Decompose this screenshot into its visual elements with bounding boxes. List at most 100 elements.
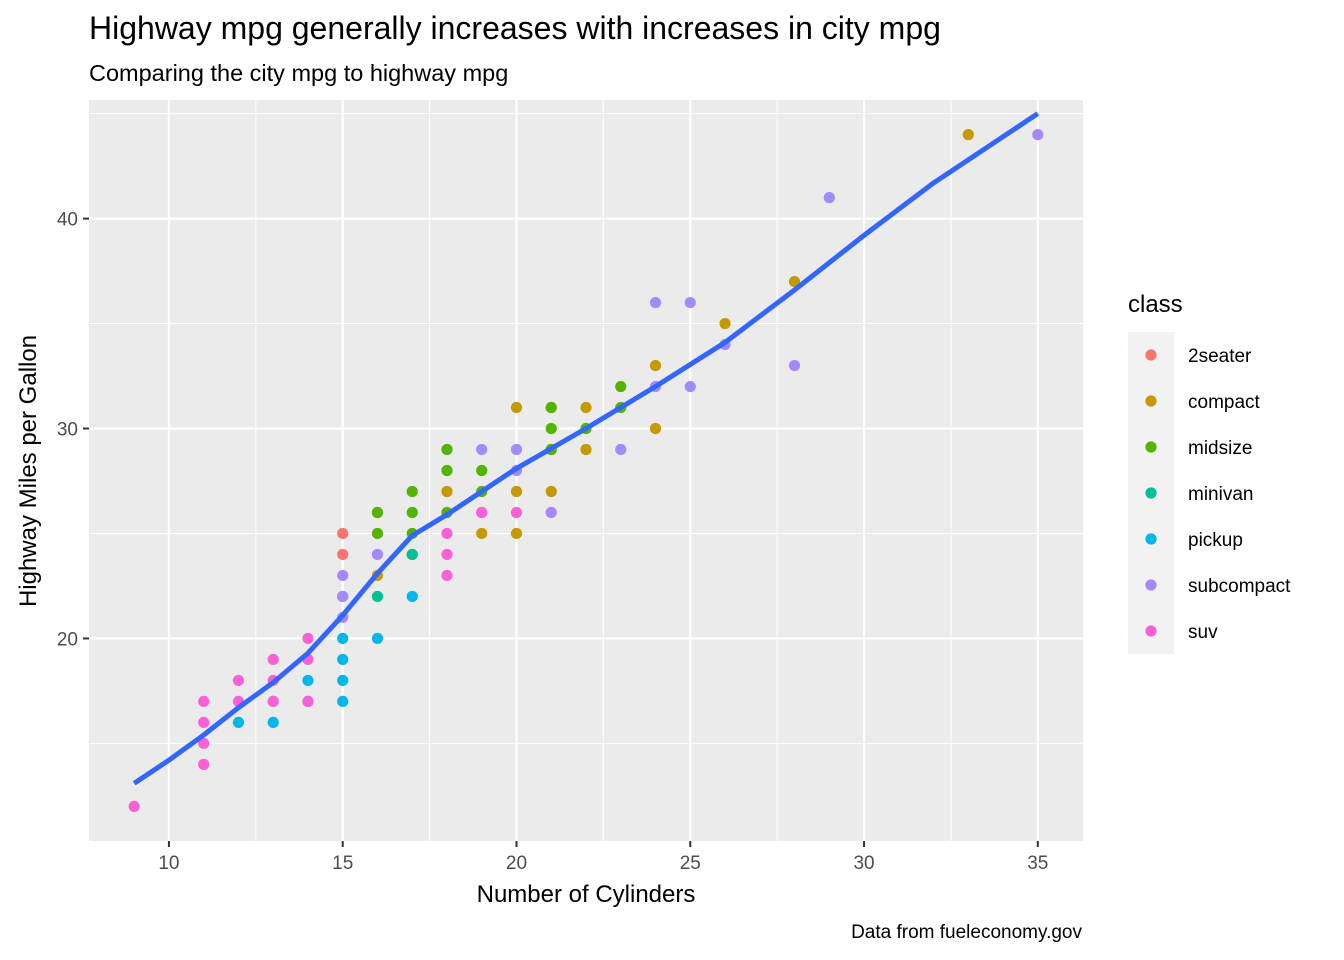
- data-point-2seater: [337, 548, 349, 561]
- legend-label-minivan: minivan: [1188, 484, 1253, 505]
- data-point-compact: [510, 401, 523, 414]
- data-point-compact: [788, 275, 801, 288]
- x-tick-label: 30: [853, 853, 874, 874]
- data-point-pickup: [337, 674, 349, 687]
- data-point-pickup: [267, 716, 279, 728]
- data-point-subcompact: [823, 192, 835, 204]
- data-point-pickup: [337, 632, 349, 645]
- data-point-compact: [580, 443, 592, 456]
- data-point-subcompact: [684, 296, 696, 309]
- data-point-compact: [510, 527, 523, 540]
- data-point-suv: [510, 506, 523, 519]
- data-point-suv: [128, 800, 140, 812]
- data-point-suv: [232, 674, 245, 687]
- y-tick-label: 30: [57, 420, 78, 441]
- legend-key-minivan: [1145, 487, 1157, 499]
- data-point-midsize: [371, 527, 384, 540]
- x-tick-label: 25: [680, 853, 701, 874]
- legend-key-suv: [1145, 625, 1157, 637]
- legend-label-2seater: 2seater: [1188, 346, 1252, 367]
- data-point-subcompact: [1032, 129, 1044, 141]
- data-point-subcompact: [476, 443, 488, 456]
- data-point-midsize: [441, 443, 453, 456]
- data-point-suv: [198, 716, 210, 728]
- data-point-subcompact: [684, 380, 696, 393]
- data-point-midsize: [545, 401, 557, 414]
- data-point-suv: [267, 653, 279, 666]
- data-point-compact: [649, 359, 662, 372]
- data-point-suv: [198, 737, 210, 749]
- legend-label-subcompact: subcompact: [1188, 576, 1291, 597]
- data-point-compact: [719, 317, 731, 330]
- data-point-minivan: [371, 590, 384, 603]
- legend-label-compact: compact: [1188, 392, 1261, 413]
- x-tick-label: 35: [1027, 853, 1048, 874]
- legend-label-suv: suv: [1188, 622, 1218, 643]
- legend-key-pickup: [1145, 533, 1157, 545]
- data-point-2seater: [337, 527, 349, 540]
- data-point-compact: [545, 485, 557, 498]
- chart-title: Highway mpg generally increases with inc…: [89, 10, 941, 46]
- data-point-suv: [198, 695, 210, 708]
- data-point-suv: [441, 548, 453, 561]
- data-point-compact: [510, 485, 523, 498]
- data-point-midsize: [476, 464, 488, 477]
- y-axis-title: Highway Miles per Gallon: [15, 335, 42, 607]
- data-point-midsize: [406, 485, 418, 498]
- axes: 10 15 20 25 30 35 20 30 40: [57, 210, 1049, 874]
- data-point-suv: [302, 632, 314, 645]
- data-point-subcompact: [788, 359, 801, 372]
- plot-panel: [89, 100, 1083, 841]
- legend-title: class: [1128, 291, 1183, 318]
- y-tick-label: 20: [57, 629, 78, 650]
- data-point-pickup: [232, 716, 245, 728]
- chart-caption: Data from fueleconomy.gov: [851, 922, 1082, 943]
- data-point-suv: [198, 758, 210, 770]
- data-point-suv: [441, 527, 453, 540]
- data-point-compact: [476, 527, 488, 540]
- data-point-subcompact: [649, 296, 662, 309]
- x-axis-title: Number of Cylinders: [477, 881, 696, 908]
- data-point-pickup: [337, 695, 349, 708]
- x-tick-label: 10: [158, 853, 179, 874]
- data-point-midsize: [545, 422, 557, 435]
- data-point-pickup: [371, 632, 384, 645]
- data-point-midsize: [371, 506, 384, 519]
- data-point-subcompact: [337, 590, 349, 603]
- legend-label-pickup: pickup: [1188, 530, 1243, 551]
- data-point-suv: [302, 695, 314, 708]
- legend-key-compact: [1145, 395, 1157, 407]
- data-point-subcompact: [371, 548, 384, 561]
- x-tick-label: 20: [506, 853, 527, 874]
- data-point-pickup: [337, 653, 349, 666]
- legend-label-midsize: midsize: [1188, 438, 1252, 459]
- data-point-compact: [580, 401, 592, 414]
- y-tick-label: 40: [57, 210, 78, 231]
- data-point-pickup: [302, 674, 314, 687]
- data-point-suv: [441, 569, 453, 582]
- data-point-subcompact: [545, 506, 557, 519]
- data-point-subcompact: [337, 569, 349, 582]
- smooth-trend-line: [132, 111, 1040, 786]
- data-point-pickup: [406, 590, 418, 603]
- data-point-suv: [476, 506, 488, 519]
- grid-lines: [89, 100, 1083, 841]
- legend: class 2seater compact midsize minivan pickup…: [1128, 291, 1291, 654]
- chart-subtitle: Comparing the city mpg to highway mpg: [89, 60, 509, 86]
- data-point-midsize: [441, 464, 453, 477]
- x-tick-label: 15: [332, 853, 353, 874]
- data-point-compact: [962, 129, 974, 141]
- data-point-minivan: [406, 548, 418, 561]
- data-point-compact: [649, 422, 662, 435]
- data-point-compact: [441, 485, 453, 498]
- legend-key-midsize: [1145, 441, 1157, 453]
- data-points: [128, 129, 1044, 812]
- data-point-subcompact: [615, 443, 627, 456]
- data-point-midsize: [406, 506, 418, 519]
- legend-key-2seater: [1145, 349, 1157, 361]
- data-point-subcompact: [510, 443, 523, 456]
- legend-key-subcompact: [1145, 579, 1157, 591]
- data-point-suv: [267, 695, 279, 708]
- data-point-midsize: [615, 380, 627, 393]
